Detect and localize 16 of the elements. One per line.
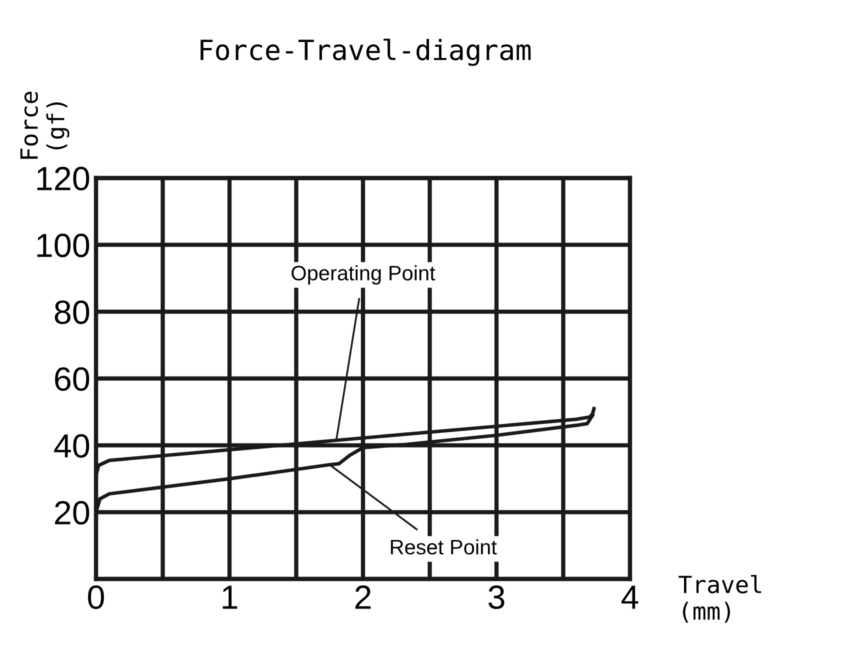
x-axis-title: Travel (mm) (678, 574, 762, 623)
x-tick-label: 3 (488, 585, 504, 610)
y-tick-label: 120 (37, 166, 90, 190)
y-tick-label: 100 (37, 234, 90, 258)
y-tick-label: 20 (55, 500, 90, 525)
x-tick-label: 2 (355, 585, 371, 609)
annotation: Reset Point (390, 539, 497, 555)
y-tick-label: 80 (54, 300, 90, 324)
x-tick-label: 4 (621, 586, 638, 609)
y-tick-label: 60 (55, 367, 90, 391)
x-tick-label: 0 (88, 585, 104, 610)
x-tick-label: 1 (222, 586, 238, 609)
annotation: Operating Point (292, 265, 436, 285)
y-axis-title: Force (gf) (20, 92, 70, 159)
chart-title: Force-Travel-diagram (200, 38, 531, 66)
y-tick-label: 40 (54, 434, 90, 458)
